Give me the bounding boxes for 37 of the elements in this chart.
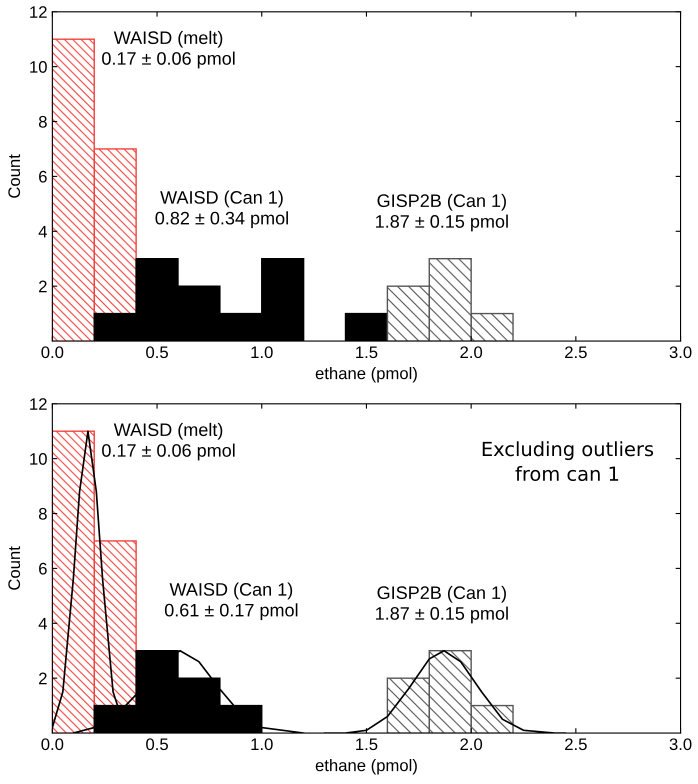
y-tick-label: 6 [39,562,47,575]
x-tick-label: 1.5 [356,738,378,750]
y-tick-label: 12 [30,6,47,18]
y-tick-label: 4 [38,618,47,630]
x-tick-label: 2.0 [460,738,482,750]
y-tick-label: 10 [30,453,47,465]
y-axis-title: Count [8,546,20,590]
annotation: GISP2B (Can 1) 1.87 ± 0.15 pmol [376,586,508,624]
x-tick-label: 3.0 [670,346,692,358]
annotation: WAISD (melt) 0.17 ± 0.06 pmol [102,422,235,460]
annotation: GISP2B (Can 1) 1.87 ± 0.15 pmol [376,194,508,232]
x-tick-label: 1.5 [356,346,378,358]
x-tick-label: 0.5 [146,738,168,750]
x-tick-label: 2.5 [565,738,587,750]
y-tick-label: 2 [39,672,47,684]
annotation: WAISD (Can 1) 0.82 ± 0.34 pmol [155,190,288,228]
x-tick-label: 0.0 [41,346,64,358]
annotation: Excluding outliers from can 1 [482,441,654,482]
x-tick-label: 2.0 [460,346,482,358]
y-tick-label: 6 [39,170,47,183]
x-tick-label: 0.5 [146,346,168,358]
x-axis-title: ethane (pmol) [316,758,417,775]
y-tick-label: 2 [39,280,47,292]
y-tick-label: 10 [30,61,47,73]
y-tick-label: 4 [38,226,47,238]
y-tick-label: 8 [38,116,47,128]
x-tick-label: 3.0 [670,738,692,750]
x-tick-label: 0.0 [41,738,64,750]
annotation: WAISD (melt) 0.17 ± 0.06 pmol [102,30,235,68]
x-tick-label: 1.0 [251,738,273,750]
annotation: WAISD (Can 1) 0.61 ± 0.17 pmol [164,582,298,620]
y-axis-title: Count [8,154,20,198]
x-tick-label: 1.0 [251,346,273,358]
y-tick-label: 12 [30,398,47,410]
x-axis-title: ethane (pmol) [316,366,417,383]
y-tick-label: 8 [38,508,47,520]
x-tick-label: 2.5 [565,346,587,358]
